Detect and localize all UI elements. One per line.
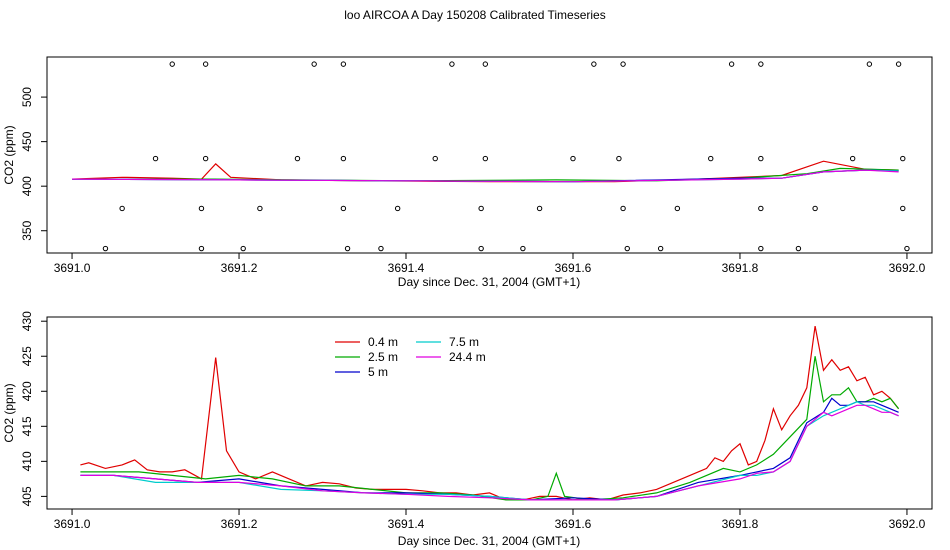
circle-marker — [812, 205, 818, 212]
circle-marker — [758, 245, 764, 252]
circle-marker — [895, 61, 902, 67]
chart-marks — [41, 61, 910, 515]
chart-main-title: loo AIRCOA A Day 150208 Calibrated Times… — [344, 8, 606, 22]
circle-marker — [674, 205, 681, 212]
top-x-tick-label: 3691.8 — [722, 261, 759, 275]
bottom-plot-frame — [46, 316, 933, 510]
bottom-y-tick-label: 415 — [20, 416, 34, 436]
top-plot-frame — [46, 56, 933, 254]
bottom-y-tick-labels: 405 410 415 420 425 430 — [20, 311, 34, 507]
bottom-x-tick-label: 3691.4 — [388, 517, 425, 531]
bottom-x-tick-label: 3691.2 — [221, 517, 258, 531]
circle-marker — [169, 61, 175, 67]
circle-marker — [758, 205, 764, 212]
circle-marker — [152, 155, 159, 162]
bottom-y-tick-label: 405 — [20, 486, 34, 506]
legend-label: 7.5 m — [449, 335, 479, 349]
circle-marker — [536, 205, 543, 212]
top-x-tick-label: 3691.2 — [221, 261, 258, 275]
circle-marker — [520, 245, 526, 252]
circle-marker — [102, 245, 109, 252]
circle-marker — [478, 205, 484, 212]
bottom-y-axis-label: CO2 (ppm) — [2, 383, 16, 442]
bottom-x-axis-label: Day since Dec. 31, 2004 (GMT+1) — [398, 534, 580, 548]
circle-marker — [900, 155, 906, 162]
circle-marker — [758, 61, 764, 67]
bottom-x-tick-label: 3691.0 — [54, 517, 91, 531]
circle-marker — [482, 61, 489, 67]
circle-marker — [257, 205, 263, 212]
legend-label: 2.5 m — [368, 350, 398, 364]
circle-marker — [624, 245, 630, 252]
bottom-x-tick-label: 3692.0 — [889, 517, 926, 531]
circle-marker — [294, 155, 301, 162]
top-x-tick-label: 3692.0 — [889, 261, 926, 275]
top-x-tick-label: 3691.0 — [54, 261, 91, 275]
bottom-y-tick-label: 430 — [20, 311, 34, 331]
top-y-tick-label: 450 — [20, 131, 34, 151]
circle-marker — [849, 155, 856, 162]
circle-marker — [119, 205, 125, 212]
bottom-y-tick-label: 410 — [20, 451, 34, 471]
circle-marker — [240, 245, 246, 252]
legend-label: 24.4 m — [449, 350, 486, 364]
circle-marker — [340, 61, 347, 67]
circle-marker — [449, 61, 455, 67]
circle-marker — [202, 155, 209, 162]
legend-label: 5 m — [368, 365, 388, 379]
top-y-tick-labels: 350 400 450 500 — [20, 87, 34, 241]
top-y-axis-label: CO2 (ppm) — [2, 125, 16, 184]
circle-marker — [198, 245, 205, 252]
circle-marker — [202, 61, 209, 67]
top-y-tick-label: 500 — [20, 87, 34, 107]
circle-marker — [620, 205, 626, 212]
circle-marker — [616, 155, 622, 162]
bottom-x-tick-labels: 3691.0 3691.2 3691.4 3691.6 3691.8 3692.… — [54, 517, 926, 531]
circle-marker — [198, 205, 205, 212]
circle-marker — [344, 245, 351, 252]
circle-marker — [866, 61, 873, 67]
series-line-0-4-m — [80, 325, 900, 501]
circle-marker — [900, 205, 906, 212]
circle-marker — [758, 155, 764, 162]
circle-marker — [708, 155, 714, 162]
circle-marker — [340, 155, 347, 162]
bottom-legend: 0.4 m 2.5 m 5 m 7.5 m 24.4 m — [335, 335, 486, 379]
bottom-y-tick-label: 425 — [20, 346, 34, 366]
top-x-axis-label: Day since Dec. 31, 2004 (GMT+1) — [398, 275, 580, 289]
series-line-2-5-m — [80, 356, 900, 501]
series-line-24-4-m — [80, 404, 899, 501]
circle-marker — [591, 61, 597, 67]
circle-marker — [478, 245, 484, 252]
circle-marker — [570, 155, 576, 162]
bottom-x-tick-label: 3691.6 — [555, 517, 592, 531]
top-x-tick-label: 3691.4 — [388, 261, 425, 275]
bottom-x-tick-label: 3691.8 — [722, 517, 759, 531]
circle-marker — [620, 61, 626, 67]
circle-marker — [311, 61, 317, 67]
legend-label: 0.4 m — [368, 335, 398, 349]
circle-marker — [728, 61, 735, 67]
circle-marker — [394, 205, 401, 212]
circle-marker — [432, 155, 438, 162]
top-y-tick-label: 350 — [20, 220, 34, 240]
circle-marker — [340, 205, 347, 212]
circle-marker — [657, 245, 664, 252]
series-line-24-4-m — [71, 169, 899, 183]
circle-marker — [904, 245, 910, 252]
bottom-y-tick-label: 420 — [20, 381, 34, 401]
circle-marker — [795, 245, 802, 252]
top-y-tick-label: 400 — [20, 176, 34, 196]
top-x-tick-labels: 3691.0 3691.2 3691.4 3691.6 3691.8 3692.… — [54, 261, 926, 275]
circle-marker — [378, 245, 384, 252]
circle-marker — [482, 155, 489, 162]
top-x-tick-label: 3691.6 — [555, 261, 592, 275]
